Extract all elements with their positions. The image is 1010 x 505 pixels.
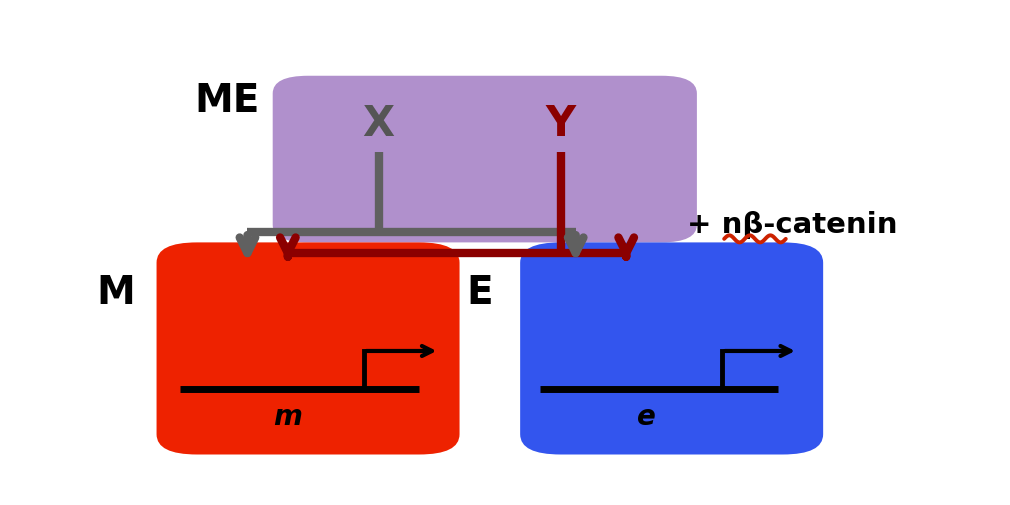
- Text: X: X: [363, 103, 395, 145]
- Text: Y: Y: [545, 103, 576, 145]
- Text: e: e: [637, 402, 655, 431]
- Text: + nβ-catenin: + nβ-catenin: [687, 211, 897, 239]
- FancyBboxPatch shape: [520, 242, 823, 454]
- Text: m: m: [274, 402, 302, 431]
- Text: M: M: [97, 274, 135, 312]
- Text: E: E: [467, 274, 493, 312]
- FancyBboxPatch shape: [273, 76, 697, 242]
- Text: ME: ME: [195, 82, 260, 120]
- FancyBboxPatch shape: [157, 242, 460, 454]
